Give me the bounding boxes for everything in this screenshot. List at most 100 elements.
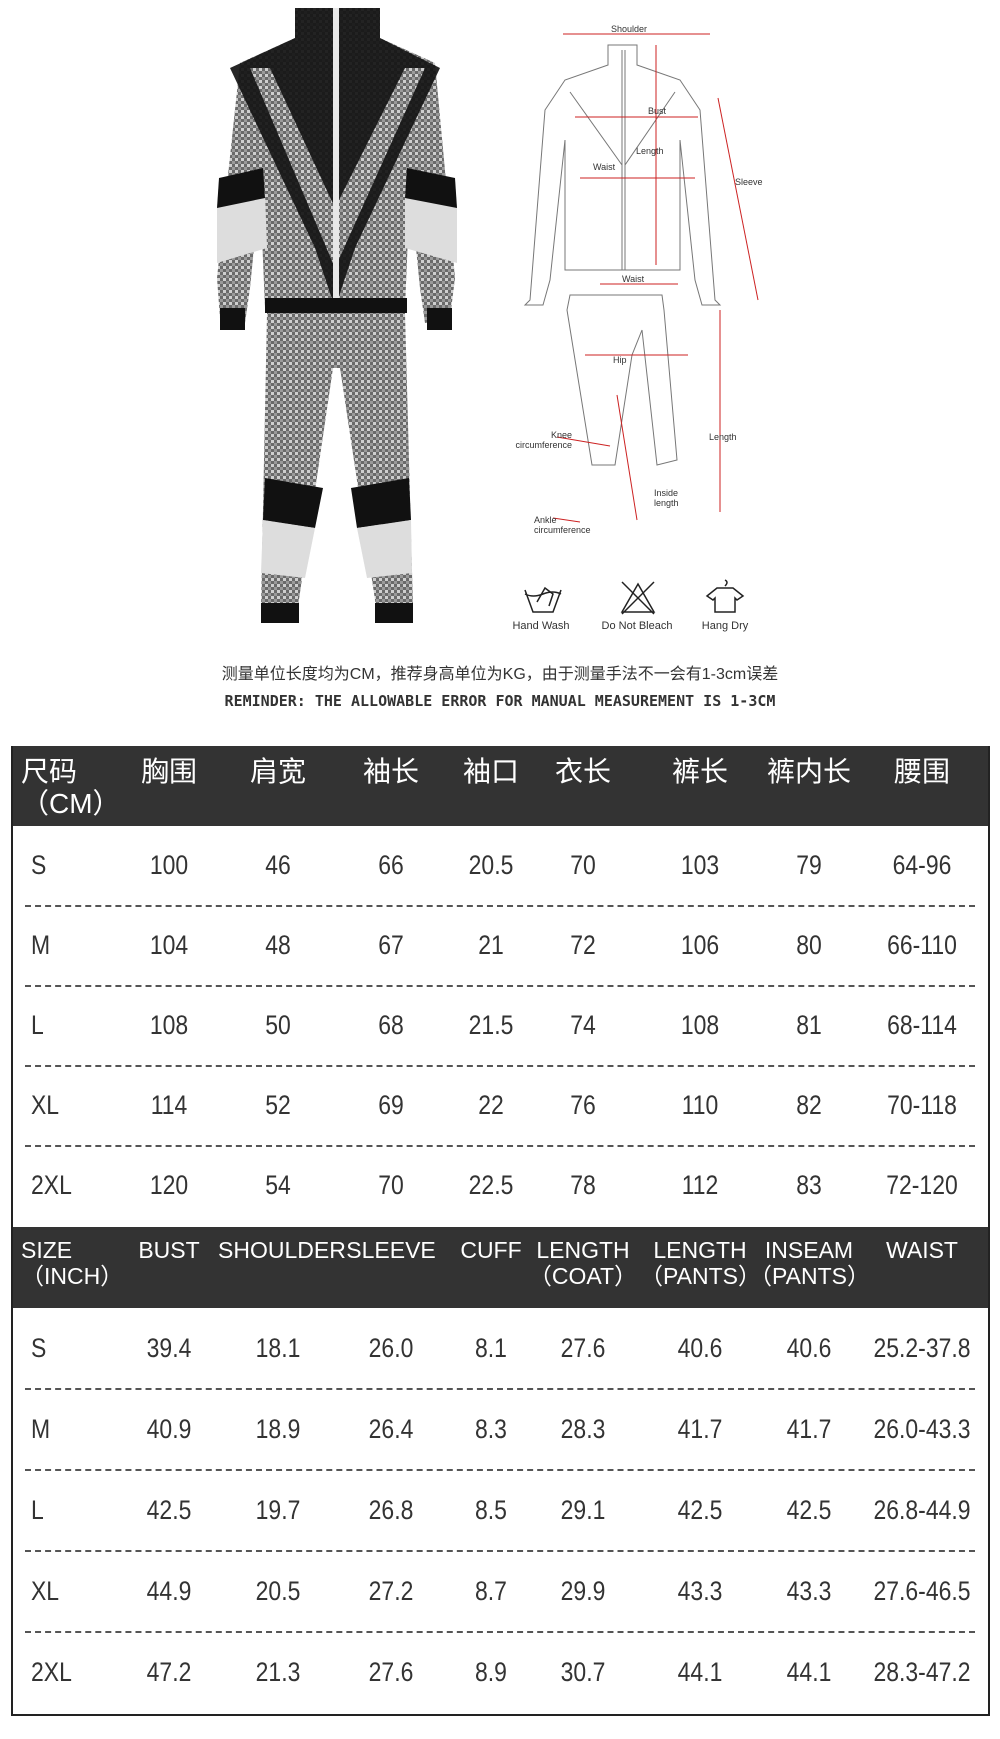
- table-cell: 22.5: [468, 1170, 514, 1200]
- table-cell: S: [31, 850, 47, 880]
- do-not-bleach-icon: [620, 581, 656, 615]
- table-cell: 72: [570, 930, 596, 960]
- row-divider: [25, 1145, 975, 1147]
- label-pants-length: Length: [709, 432, 737, 442]
- table-cell: L: [31, 1494, 44, 1525]
- table-cell: 40.9: [146, 1413, 192, 1444]
- table-cell: XL: [31, 1575, 60, 1606]
- column-header: 衣长: [554, 756, 611, 787]
- hang-dry-icon: [705, 579, 745, 613]
- column-header: SLEEVE: [346, 1237, 436, 1263]
- table-cell: 21: [478, 930, 504, 960]
- table-cell: 18.1: [255, 1332, 301, 1363]
- table-cell: 54: [265, 1170, 291, 1200]
- table-cell: 8.7: [475, 1575, 507, 1606]
- table-cell: M: [31, 1413, 51, 1444]
- care-label-hang-dry: Hang Dry: [701, 620, 749, 632]
- care-label-hand-wash: Hand Wash: [512, 620, 570, 632]
- cm-table-header: 尺码 （CM） 胸围 肩宽 袖长 袖口 衣长 裤长 裤内长 腰围: [13, 746, 988, 826]
- table-cell: 66: [378, 850, 404, 880]
- table-cell: 21.5: [468, 1010, 514, 1040]
- table-cell: 29.1: [560, 1494, 606, 1525]
- table-cell: 50: [265, 1010, 291, 1040]
- column-header: 袖长: [362, 756, 419, 787]
- label-hip: Hip: [613, 355, 627, 365]
- measurement-note-cn: 测量单位长度均为CM，推荐身高单位为KG，由于测量手法不一会有1-3cm误差: [221, 666, 779, 683]
- table-cell: 20.5: [255, 1575, 301, 1606]
- table-cell: 28.3-47.2: [873, 1656, 971, 1687]
- table-row: L 108 50 68 21.5 74 108 81 68-114: [13, 986, 988, 1067]
- column-header: 肩宽: [249, 756, 306, 787]
- label-shoulder: Shoulder: [611, 24, 648, 34]
- table-cell: 27.6: [560, 1332, 606, 1363]
- hand-wash-icon: [524, 586, 562, 613]
- table-cell: 26.0-43.3: [873, 1413, 971, 1444]
- table-cell: 44.9: [146, 1575, 192, 1606]
- label-sleeve: Sleeve: [735, 177, 763, 187]
- table-cell: 19.7: [255, 1494, 301, 1525]
- table-cell: 2XL: [31, 1170, 72, 1200]
- table-cell: 79: [796, 850, 822, 880]
- table-cell: M: [31, 930, 51, 960]
- table-cell: 44.1: [786, 1656, 832, 1687]
- table-cell: 42.5: [786, 1494, 832, 1525]
- table-cell: 26.0: [368, 1332, 414, 1363]
- table-cell: 29.9: [560, 1575, 606, 1606]
- table-cell: 2XL: [31, 1656, 72, 1687]
- table-cell: 80: [796, 930, 822, 960]
- table-cell: 25.2-37.8: [873, 1332, 971, 1363]
- table-cell: 52: [265, 1090, 291, 1120]
- table-row: M 104 48 67 21 72 106 80 66-110: [13, 906, 988, 987]
- table-cell: 67: [378, 930, 404, 960]
- table-cell: 82: [796, 1090, 822, 1120]
- table-cell: 108: [149, 1010, 189, 1040]
- table-cell: 43.3: [677, 1575, 723, 1606]
- table-cell: 70: [570, 850, 596, 880]
- table-cell: 47.2: [146, 1656, 192, 1687]
- table-cell: 103: [680, 850, 720, 880]
- table-cell: 66-110: [887, 930, 957, 960]
- inch-table-header: SIZE （INCH） BUST SHOULDER SLEEVE CUFF LENGTH …: [13, 1227, 988, 1308]
- table-cell: 69: [378, 1090, 404, 1120]
- column-header: LENGTH （PANTS）: [640, 1237, 761, 1290]
- table-row: XL 114 52 69 22 76 110 82 70-118: [13, 1066, 988, 1147]
- table-row: M 40.9 18.9 26.4 8.3 28.3 41.7 41.7 26.0-43.3: [13, 1389, 988, 1471]
- table-cell: 64-96: [892, 850, 952, 880]
- table-cell: 42.5: [677, 1494, 723, 1525]
- table-cell: 42.5: [146, 1494, 192, 1525]
- size-chart: [11, 746, 990, 1716]
- table-cell: 8.1: [475, 1332, 507, 1363]
- table-cell: 110: [681, 1090, 719, 1120]
- table-cell: 18.9: [255, 1413, 301, 1444]
- table-cell: 44.1: [677, 1656, 723, 1687]
- table-cell: 21.3: [255, 1656, 301, 1687]
- table-cell: 40.6: [677, 1332, 723, 1363]
- table-row: S 39.4 18.1 26.0 8.1 27.6 40.6 40.6 25.2-37.8: [13, 1308, 988, 1390]
- column-header: INSEAM （PANTS）: [749, 1237, 870, 1290]
- table-cell: 41.7: [786, 1413, 832, 1444]
- table-cell: 26.4: [368, 1413, 414, 1444]
- row-divider: [25, 1388, 975, 1390]
- table-cell: 78: [570, 1170, 596, 1200]
- table-cell: 40.6: [786, 1332, 832, 1363]
- table-cell: 8.9: [475, 1656, 507, 1687]
- table-cell: 74: [570, 1010, 596, 1040]
- table-row: 2XL 120 54 70 22.5 78 112 83 72-120: [13, 1146, 988, 1226]
- table-row: XL 44.9 20.5 27.2 8.7 29.9 43.3 43.3 27.6-46.5: [13, 1551, 988, 1633]
- table-cell: 108: [680, 1010, 720, 1040]
- table-cell: 27.2: [368, 1575, 414, 1606]
- column-header: 腰围: [893, 756, 950, 787]
- column-header: WAIST: [886, 1237, 958, 1263]
- table-cell: 8.3: [475, 1413, 507, 1444]
- table-cell: 41.7: [677, 1413, 723, 1444]
- table-cell: 114: [150, 1090, 188, 1120]
- table-cell: 30.7: [560, 1656, 606, 1687]
- table-cell: 104: [149, 930, 189, 960]
- table-row: L 42.5 19.7 26.8 8.5 29.1 42.5 42.5 26.8-44.9: [13, 1470, 988, 1552]
- table-row: 2XL 47.2 21.3 27.6 8.9 30.7 44.1 44.1 28.3-47.2: [13, 1632, 988, 1713]
- table-cell: 48: [265, 930, 291, 960]
- table-cell: XL: [31, 1090, 60, 1120]
- column-header: 尺码 （CM）: [21, 756, 121, 820]
- column-header: CUFF: [460, 1237, 522, 1263]
- table-cell: 81: [796, 1010, 822, 1040]
